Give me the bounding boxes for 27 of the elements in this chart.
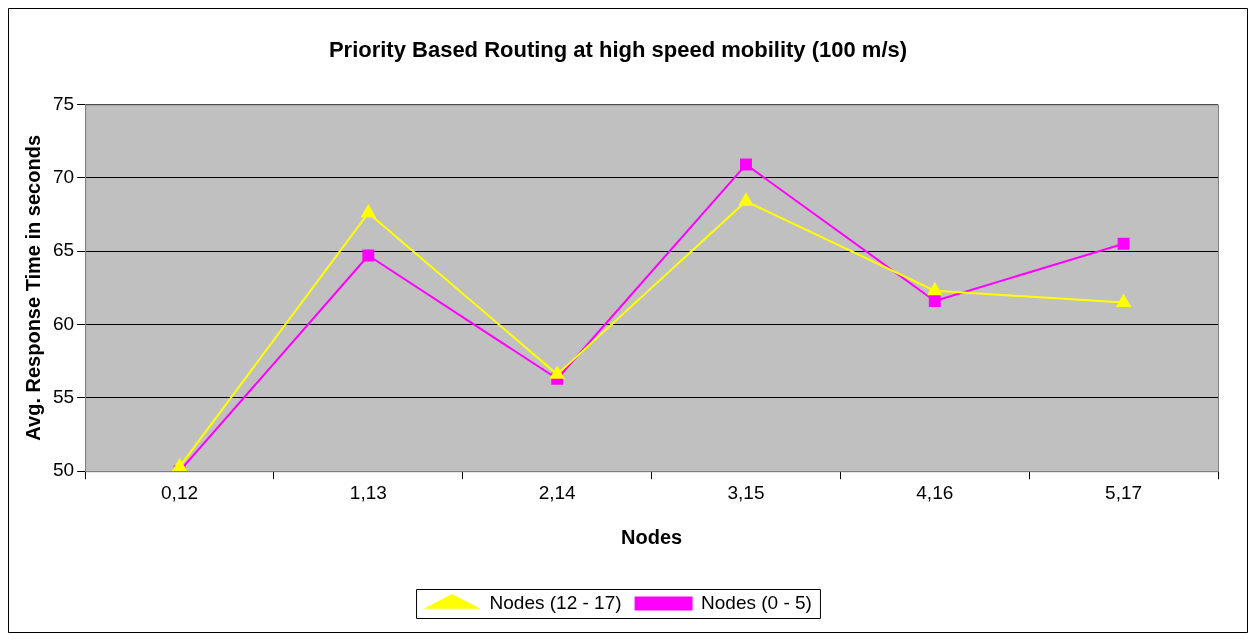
y-tick-label: 70 [52,165,75,187]
point [928,295,941,307]
x-tick-label: 1,13 [349,481,387,503]
point [927,282,942,296]
legend-label: Nodes (12 - 17) [489,591,622,613]
point [550,366,565,379]
legend-label: Nodes (0 - 5) [701,591,812,613]
chart-title: Priority Based Routing at high speed mobility (100 m/s) [328,37,908,63]
point [172,458,187,472]
x-axis-title: Nodes [621,525,683,548]
y-tick-label: 65 [52,239,75,261]
point [362,249,375,262]
y-tick-label: 60 [52,312,75,334]
x-tick-label: 2,14 [538,481,577,503]
point [740,158,752,171]
y-tick-label: 75 [52,92,75,114]
x-tick-label: 0,12 [161,481,199,503]
x-tick-label: 3,15 [727,481,765,503]
point [1116,294,1131,307]
y-axis-title: Avg. Response Time in seconds [21,134,44,441]
point [1117,237,1130,250]
point [738,193,754,206]
point [361,204,376,218]
x-tick-label: 4,16 [916,481,954,503]
x-tick-label: 5,17 [1105,481,1143,503]
y-tick-label: 50 [52,459,75,481]
y-tick-label: 55 [52,386,75,408]
